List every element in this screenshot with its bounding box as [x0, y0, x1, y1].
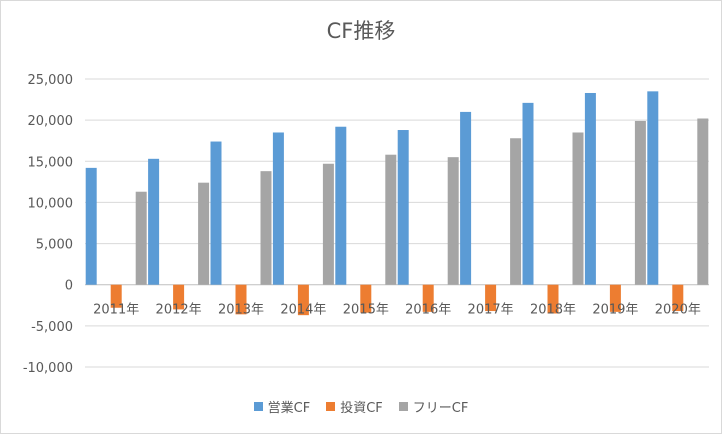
legend-label: 営業CF: [267, 401, 311, 416]
y-tick-label: 15,000: [28, 155, 74, 170]
x-tick-label: 2012年: [156, 303, 202, 318]
x-tick-label: 2013年: [218, 303, 264, 318]
bar: [634, 120, 646, 285]
bar: [297, 284, 309, 316]
x-tick-label: 2011年: [93, 303, 139, 318]
bar: [422, 284, 434, 312]
bar: [385, 154, 397, 285]
x-tick-label: 2019年: [592, 303, 638, 318]
bar: [260, 171, 272, 285]
bar: [460, 111, 472, 285]
chart-title: CF推移: [326, 19, 396, 43]
y-tick-label: 20,000: [28, 114, 74, 129]
y-tick-label: 0: [65, 279, 73, 294]
bar: [235, 284, 247, 315]
legend-label: 投資CF: [340, 401, 383, 416]
bar: [572, 132, 584, 285]
legend-swatch: [398, 402, 408, 411]
chart-legend: 営業CF 投資CF フリーCF: [1, 397, 721, 416]
bar: [173, 284, 185, 310]
x-tick-label: 2016年: [405, 303, 451, 318]
bar: [148, 158, 160, 285]
x-tick-label: 2014年: [280, 303, 326, 318]
x-tick-label: 2018年: [530, 303, 576, 318]
y-tick-label: 10,000: [28, 196, 74, 211]
bar: [609, 284, 621, 312]
bar: [210, 141, 222, 285]
bar: [672, 284, 684, 312]
bar: [584, 92, 596, 285]
bar: [547, 284, 559, 314]
bar: [397, 130, 409, 285]
y-tick-label: -5,000: [31, 320, 73, 335]
bar: [322, 163, 334, 285]
bar: [272, 132, 284, 285]
legend-label: フリーCF: [412, 401, 469, 416]
bar: [485, 284, 497, 312]
legend-item: 営業CF: [253, 397, 311, 416]
legend-swatch: [326, 402, 336, 411]
bar: [335, 126, 347, 285]
bar: [510, 138, 522, 285]
x-tick-label: 2017年: [468, 303, 514, 318]
bar: [522, 102, 534, 285]
legend-swatch: [253, 402, 263, 411]
bar: [198, 182, 210, 285]
bar: [647, 91, 659, 285]
x-tick-label: 2015年: [343, 303, 389, 318]
legend-item: フリーCF: [398, 397, 469, 416]
bar: [85, 167, 97, 285]
y-tick-label: 25,000: [28, 73, 74, 88]
y-tick-label: -10,000: [23, 361, 73, 376]
bar: [447, 157, 459, 285]
y-tick-label: 5,000: [36, 238, 73, 253]
bar: [697, 118, 709, 285]
bar: [360, 284, 372, 313]
legend-item: 投資CF: [326, 397, 383, 416]
bar: [110, 284, 122, 308]
bar: [135, 191, 147, 285]
x-tick-label: 2020年: [655, 303, 701, 318]
